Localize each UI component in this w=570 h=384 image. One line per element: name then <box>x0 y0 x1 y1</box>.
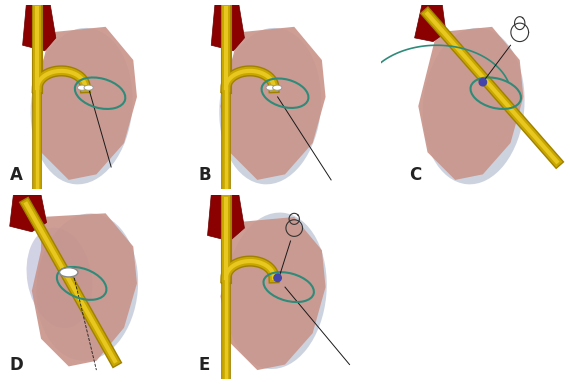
Polygon shape <box>418 27 523 180</box>
Ellipse shape <box>266 85 275 90</box>
Ellipse shape <box>422 28 524 184</box>
Circle shape <box>479 78 487 86</box>
Polygon shape <box>207 195 245 241</box>
Text: C: C <box>409 166 421 184</box>
Polygon shape <box>221 27 325 180</box>
Ellipse shape <box>59 268 78 277</box>
Text: B: B <box>198 166 211 184</box>
Ellipse shape <box>84 85 93 90</box>
Ellipse shape <box>78 85 87 90</box>
Polygon shape <box>10 195 47 232</box>
Polygon shape <box>23 5 56 51</box>
Polygon shape <box>414 5 446 41</box>
Ellipse shape <box>225 213 327 369</box>
Ellipse shape <box>272 85 282 90</box>
Polygon shape <box>211 5 245 51</box>
Text: A: A <box>10 166 23 184</box>
Ellipse shape <box>36 214 138 361</box>
Ellipse shape <box>219 28 321 184</box>
Text: D: D <box>10 356 23 374</box>
Ellipse shape <box>31 28 133 184</box>
Circle shape <box>274 274 282 281</box>
Ellipse shape <box>27 228 92 328</box>
Text: E: E <box>198 356 210 374</box>
Polygon shape <box>221 217 325 370</box>
Polygon shape <box>32 27 137 180</box>
Polygon shape <box>32 214 137 366</box>
